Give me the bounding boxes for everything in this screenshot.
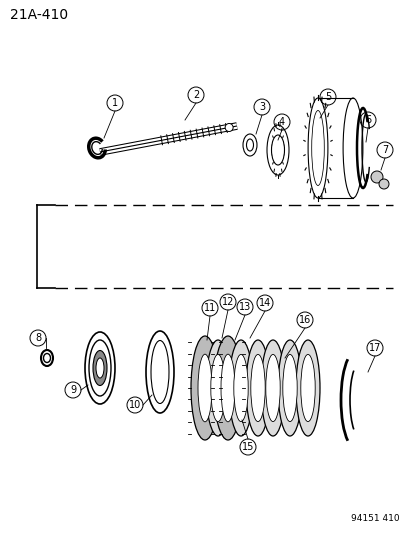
Text: 8: 8 (35, 333, 41, 343)
Text: 13: 13 (238, 302, 251, 312)
Text: 16: 16 (298, 315, 311, 325)
Ellipse shape (151, 341, 169, 403)
Ellipse shape (233, 354, 248, 422)
Ellipse shape (266, 125, 288, 175)
Text: 4: 4 (278, 117, 285, 127)
Ellipse shape (265, 354, 280, 422)
Ellipse shape (282, 354, 297, 422)
Ellipse shape (260, 340, 284, 436)
Ellipse shape (245, 340, 269, 436)
Circle shape (370, 171, 382, 183)
Ellipse shape (85, 332, 115, 404)
Circle shape (378, 179, 388, 189)
Text: 17: 17 (368, 343, 380, 353)
Ellipse shape (271, 135, 284, 165)
Ellipse shape (93, 351, 107, 385)
Text: 21A-410: 21A-410 (10, 8, 68, 22)
Ellipse shape (89, 340, 111, 396)
Ellipse shape (228, 340, 252, 436)
Text: 9: 9 (70, 385, 76, 395)
Text: 12: 12 (221, 297, 234, 307)
Ellipse shape (221, 354, 235, 422)
Text: 11: 11 (203, 303, 216, 313)
Text: 1: 1 (112, 98, 118, 108)
Ellipse shape (197, 354, 211, 422)
Ellipse shape (242, 134, 256, 156)
Ellipse shape (277, 340, 301, 436)
Text: 2: 2 (192, 90, 199, 100)
Ellipse shape (246, 139, 253, 151)
Ellipse shape (190, 336, 218, 440)
Text: 6: 6 (364, 115, 370, 125)
Ellipse shape (295, 340, 319, 436)
Text: 5: 5 (324, 92, 330, 102)
Ellipse shape (250, 354, 265, 422)
Ellipse shape (206, 340, 230, 436)
Ellipse shape (342, 98, 362, 198)
Ellipse shape (146, 331, 173, 413)
Ellipse shape (300, 354, 314, 422)
Ellipse shape (210, 354, 225, 422)
Ellipse shape (96, 358, 104, 378)
Ellipse shape (214, 336, 242, 440)
Text: 15: 15 (241, 442, 254, 452)
Ellipse shape (307, 98, 327, 198)
Text: 7: 7 (381, 145, 387, 155)
Text: 14: 14 (258, 298, 271, 308)
Text: 3: 3 (258, 102, 264, 112)
Text: 10: 10 (128, 400, 141, 410)
Text: 94151 410: 94151 410 (351, 514, 399, 523)
Circle shape (225, 124, 233, 132)
